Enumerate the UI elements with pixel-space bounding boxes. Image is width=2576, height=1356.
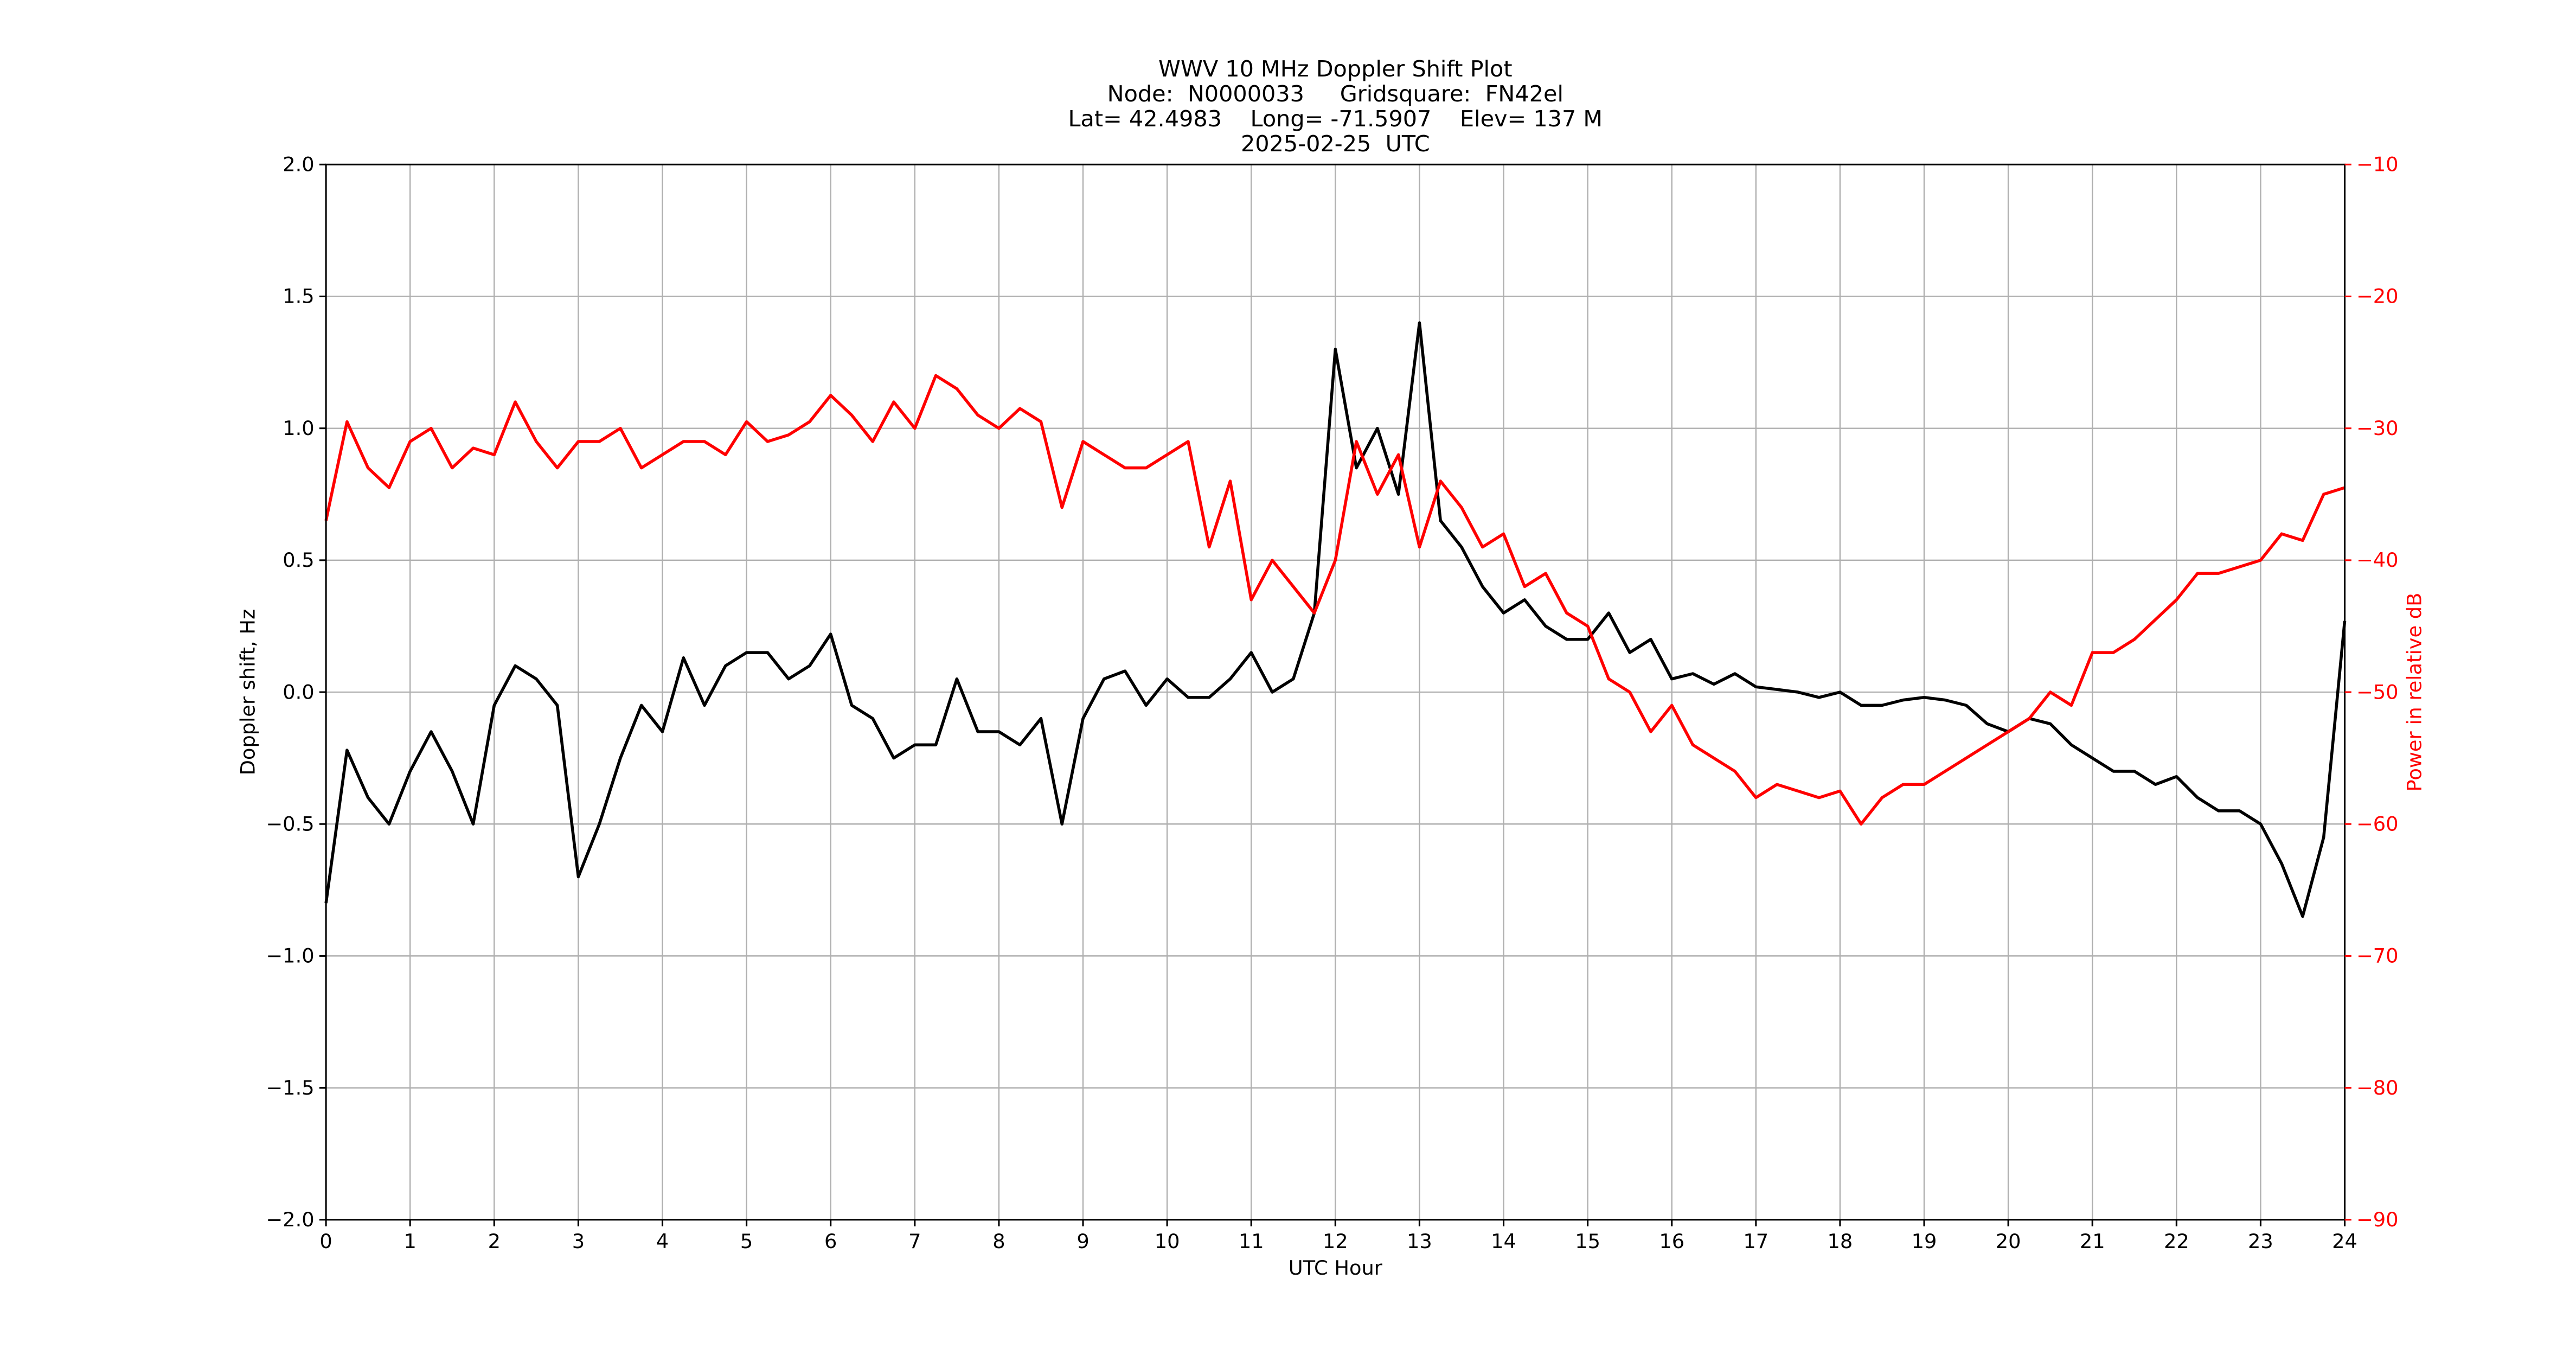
y-axis-label: Doppler shift, Hz [236, 609, 259, 776]
x-tick-label: 2 [488, 1230, 501, 1253]
x-tick-label: 1 [404, 1230, 416, 1253]
x-tick-label: 11 [1239, 1230, 1264, 1253]
y2-tick-label: −40 [2356, 548, 2399, 572]
x-tick-label: 17 [1743, 1230, 1768, 1253]
y2-tick-label: −70 [2356, 944, 2399, 968]
chart-title: 2025-02-25 UTC [1241, 131, 1430, 157]
y-tick-label: 0.5 [283, 548, 314, 572]
y2-tick-label: −50 [2356, 680, 2399, 703]
x-tick-label: 5 [740, 1230, 753, 1253]
series-line [324, 374, 2346, 826]
y-tick-label: −2.0 [266, 1208, 314, 1231]
y-tick-label: 1.5 [283, 285, 314, 308]
x-tick-label: 16 [1659, 1230, 1684, 1253]
chart-title: WWV 10 MHz Doppler Shift Plot [1158, 56, 1513, 82]
x-tick-label: 23 [2248, 1230, 2273, 1253]
lines [324, 321, 2347, 918]
y2-tick-label: −20 [2356, 285, 2399, 308]
chart-title: Node: N0000033 Gridsquare: FN42el [1107, 81, 1563, 107]
y-tick-label: −0.5 [266, 812, 314, 835]
chart-title: Lat= 42.4983 Long= -71.5907 Elev= 137 M [1068, 106, 1603, 132]
x-tick-label: 10 [1155, 1230, 1180, 1253]
x-tick-label: 20 [1996, 1230, 2021, 1253]
x-tick-label: 13 [1407, 1230, 1432, 1253]
y2-tick-label: −30 [2356, 417, 2399, 440]
x-tick-label: 24 [2332, 1230, 2357, 1253]
y2-tick-label: −90 [2356, 1208, 2399, 1231]
x-tick-label: 9 [1076, 1230, 1089, 1253]
y-tick-label: 2.0 [283, 153, 314, 176]
x-tick-label: 22 [2164, 1230, 2189, 1253]
x-axis-label: UTC Hour [1289, 1256, 1383, 1280]
y2-tick-label: −80 [2356, 1076, 2399, 1099]
y-tick-label: −1.5 [266, 1076, 314, 1099]
x-tick-label: 3 [572, 1230, 585, 1253]
x-tick-label: 19 [1912, 1230, 1937, 1253]
x-tick-label: 6 [824, 1230, 837, 1253]
x-tick-label: 0 [319, 1230, 332, 1253]
x-tick-label: 7 [908, 1230, 921, 1253]
grid [325, 164, 2346, 1220]
x-tick-label: 4 [656, 1230, 669, 1253]
y-tick-label: −1.0 [266, 944, 314, 968]
y-tick-label: 1.0 [283, 417, 314, 440]
y2-tick-label: −60 [2356, 812, 2399, 835]
x-tick-label: 21 [2080, 1230, 2105, 1253]
y2-axis-label: Power in relative dB [2402, 593, 2426, 792]
x-tick-label: 18 [1828, 1230, 1853, 1253]
x-tick-label: 12 [1323, 1230, 1348, 1253]
y2-tick-label: −10 [2356, 153, 2399, 176]
x-tick-label: 14 [1491, 1230, 1516, 1253]
x-tick-label: 15 [1575, 1230, 1600, 1253]
x-tick-label: 8 [992, 1230, 1005, 1253]
y-tick-label: 0.0 [283, 680, 314, 703]
